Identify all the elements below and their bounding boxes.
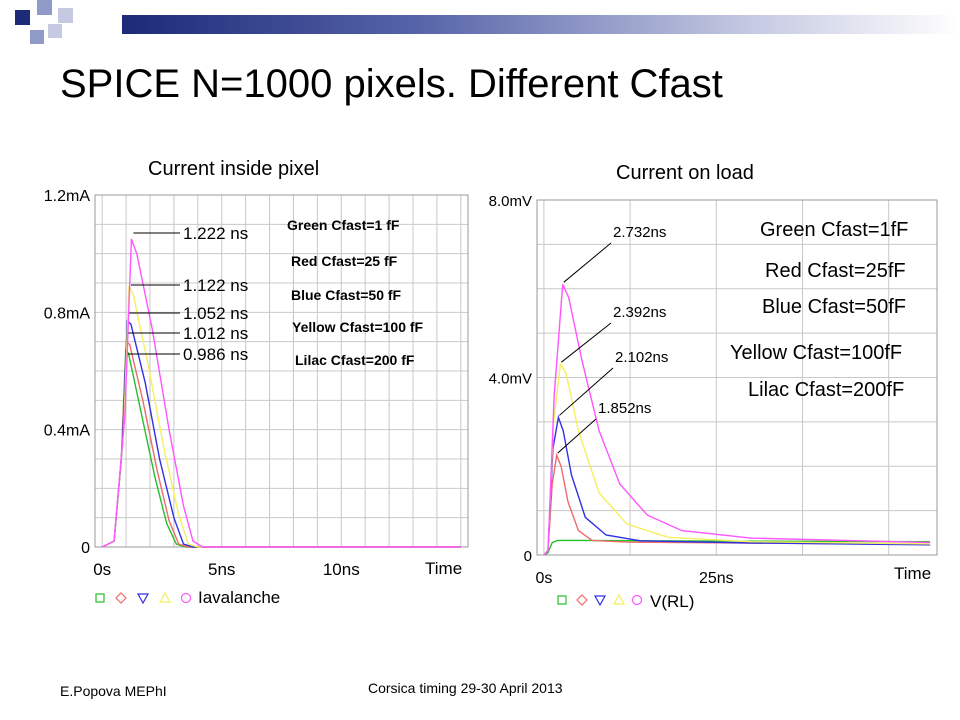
series-line-lilac: [101, 238, 461, 548]
legend-marker-yellow: [612, 593, 626, 605]
y-tick-label: 0: [524, 548, 532, 565]
y-tick-label: 0.4mA: [44, 423, 91, 440]
legend-marker-red: [576, 594, 588, 606]
legend-marker-green: [95, 593, 105, 603]
annotation-label: 2.102ns: [615, 349, 668, 366]
x-tick-label: 25ns: [699, 570, 734, 587]
right-chart-caption: Current on load: [616, 162, 754, 184]
legend-entry: Red Cfast=25 fF: [291, 253, 398, 269]
annotation-pointer: [563, 242, 612, 283]
annotation-pointer: [559, 367, 614, 416]
annotation-pointer: [557, 418, 597, 454]
left-chart: 0 0.4mA 0.8mA 1.2mA 0s 5ns 10ns Time Green Cfast…: [44, 188, 469, 607]
y-tick-label: 0: [81, 540, 90, 557]
left-chart-caption: Current inside pixel: [148, 158, 320, 180]
legend-marker-lilac: [631, 594, 643, 606]
right-chart: 0 4.0mV 8.0mV 0s 25ns Time Green Cfast=1fF Red …: [489, 193, 938, 611]
legend-marker-blue: [593, 595, 607, 607]
series-line-red: [101, 340, 461, 548]
x-tick-label: 5ns: [208, 560, 235, 579]
legend-entry: Yellow Cfast=100fF: [730, 342, 902, 364]
footer-author: E.Popova MEPhI: [60, 683, 167, 699]
legend-marker-green: [557, 595, 567, 605]
annotation-label: 1.052 ns: [183, 304, 248, 323]
legend-entry: Lilac Cfast=200fF: [748, 379, 904, 401]
annotation-label: 1.012 ns: [183, 324, 248, 343]
y-tick-label: 4.0mV: [489, 371, 532, 388]
decorative-square-light-3: [30, 30, 44, 44]
annotation-label: 1.222 ns: [183, 224, 248, 243]
plot-frame: [536, 199, 938, 556]
x-tick-label: 0s: [535, 570, 552, 587]
decorative-square-light-4: [48, 24, 62, 38]
legend-marker-lilac: [180, 592, 192, 604]
y-tick-label: 0.8mA: [44, 305, 91, 322]
annotation-pointer: [561, 322, 612, 363]
legend-entry: Blue Cfast=50 fF: [291, 287, 402, 303]
legend-entry: Lilac Cfast=200 fF: [295, 352, 415, 368]
legend-variable-label: V(RL): [650, 592, 694, 611]
x-tick-label: 10ns: [323, 560, 360, 579]
decorative-square-light-1: [37, 0, 52, 15]
annotation-label: 1.122 ns: [183, 276, 248, 295]
slide-title: SPICE N=1000 pixels. Different Cfast: [60, 62, 723, 106]
legend-marker-blue: [136, 593, 150, 605]
y-tick-label: 8.0mV: [489, 193, 532, 210]
title-rule: [122, 15, 960, 34]
series-line-lilac: [543, 284, 931, 556]
x-axis-label: Time: [894, 564, 931, 583]
annotation-label: 0.986 ns: [183, 345, 248, 364]
legend-marker-red: [115, 592, 127, 604]
decorative-square-light-2: [58, 8, 73, 23]
legend-entry: Green Cfast=1fF: [760, 219, 908, 241]
annotation-label: 2.392ns: [613, 304, 666, 321]
annotation-label: 2.732ns: [613, 224, 666, 241]
decorative-square-dark-1: [15, 10, 30, 25]
y-tick-label: 1.2mA: [44, 188, 91, 205]
legend-entry: Red Cfast=25fF: [765, 260, 906, 282]
legend-variable-label: Iavalanche: [198, 588, 280, 607]
legend-entry: Green Cfast=1 fF: [287, 217, 400, 233]
annotation-label: 1.852ns: [598, 400, 651, 417]
legend-entry: Yellow Cfast=100 fF: [292, 319, 424, 335]
legend-marker-yellow: [158, 591, 172, 603]
footer-event: Corsica timing 29-30 April 2013: [368, 680, 563, 696]
legend-entry: Blue Cfast=50fF: [762, 296, 906, 318]
x-axis-label: Time: [425, 559, 462, 578]
x-tick-label: 0s: [93, 560, 111, 579]
